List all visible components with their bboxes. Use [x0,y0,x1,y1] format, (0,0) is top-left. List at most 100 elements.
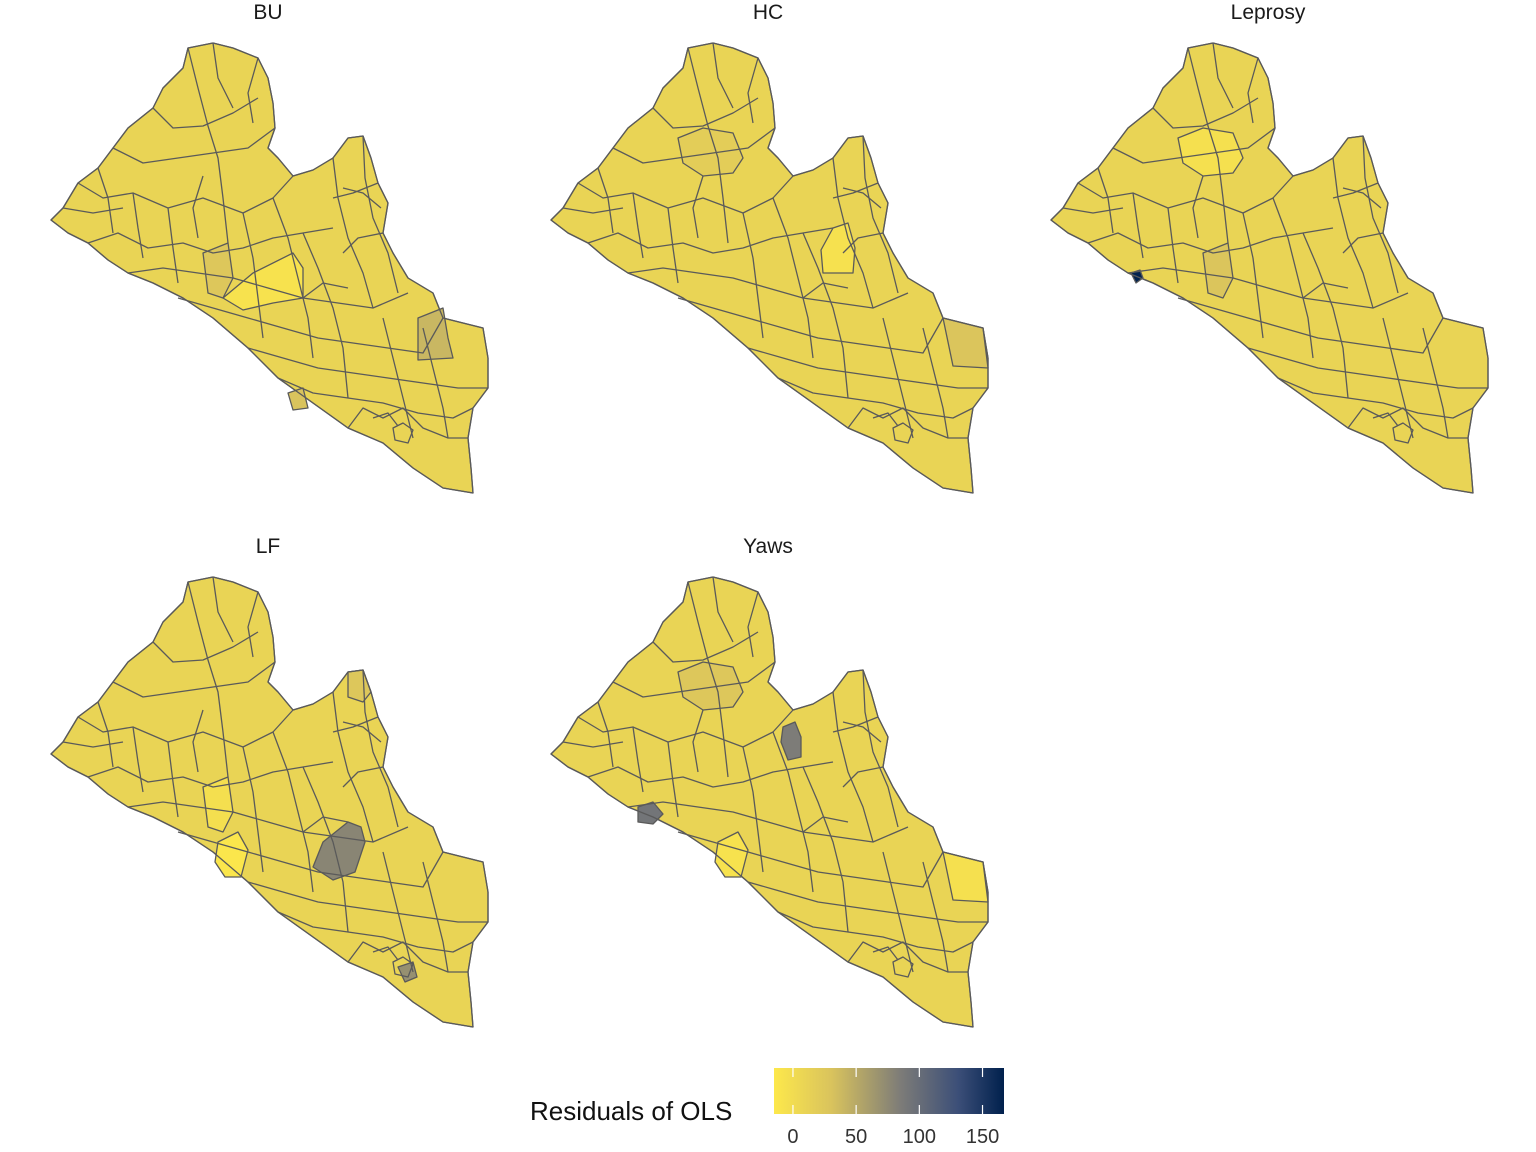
legend-title: Residuals of OLS [530,1096,733,1126]
district-boundary [1272,197,1314,359]
district-boundary [1097,167,1114,234]
district-boundary [112,127,276,164]
legend-tick-label: 50 [845,1126,868,1148]
district-boundary [187,47,229,244]
district-boundary [842,232,884,254]
country-border [1050,42,1489,494]
legend-color-bar [774,1068,1004,1114]
district-boundary [152,631,259,663]
district-boundary [212,576,234,643]
district-boundary [712,576,734,643]
district-boundary [1152,97,1259,129]
district-boundary [127,267,409,309]
district-north-east-gray [780,721,802,761]
district-boundary [562,741,624,748]
district-boundary [187,581,229,778]
district-boundary [612,661,776,698]
district-north-middle [1177,127,1244,177]
district-boundary [892,422,914,444]
district-boundary [342,187,382,209]
district-boundary [862,135,899,294]
district-boundary [892,956,914,978]
district-boundary [922,861,949,973]
district-coastal-west [714,831,749,878]
district-boundary [562,207,624,214]
district-boundary [677,297,944,354]
district-boundary [1247,57,1259,124]
district-boundary [302,232,349,399]
district-boundary [167,207,179,284]
district-boundary [97,167,114,234]
legend-tick-label: 0 [787,1126,799,1148]
district-boundary [692,709,704,773]
district-boundary [362,669,399,828]
district-boundary [1167,207,1179,284]
district-boundary [1127,267,1409,309]
district-boundary [342,232,384,254]
district-boundary [1247,347,1488,389]
district-boundary [742,212,764,339]
panel-title: Leprosy [1230,1,1306,24]
district-boundary [127,801,409,843]
district-boundary [192,709,204,773]
district-boundary [872,412,899,427]
district-boundary [1177,297,1444,354]
district-boundary [342,721,382,743]
district-boundary [1212,42,1234,109]
district-boundary [842,766,884,788]
district-boundary [1392,422,1414,444]
district-boundary [242,746,264,873]
country-outline [550,42,989,494]
district-boundary [382,317,414,439]
district-north-middle [677,661,744,711]
district-boundary [922,327,949,439]
district-boundary [302,766,349,933]
district-boundary [587,227,834,254]
district-boundary [1372,412,1399,427]
district-boundary [802,232,849,399]
country-border [50,576,489,1028]
district-boundary [882,851,914,973]
district-boundary [212,42,234,109]
district-boundary [692,175,704,239]
district-boundary [247,591,259,658]
district-boundary [62,207,124,214]
district-boundary [382,851,414,973]
map-panel-bu: BU [18,0,518,515]
country-outline [1050,42,1489,494]
district-boundary [372,412,399,427]
district-boundary [132,192,144,259]
district-boundary [597,701,614,768]
district-north-east [347,669,372,703]
district-boundary [1302,232,1349,399]
district-boundary [332,157,374,309]
district-boundary [1342,187,1382,209]
district-boundary [747,591,759,658]
color-legend: Residuals of OLS 0 50 100 150 [520,1058,1020,1152]
district-boundary [422,861,449,973]
district-boundary [612,127,776,164]
liberia-map [1050,42,1489,494]
district-boundary [1382,317,1414,439]
district-boundary [392,956,414,978]
liberia-map [550,42,989,494]
panel-title: BU [253,1,283,24]
district-boundary [302,816,349,833]
district-boundary [87,227,334,254]
district-boundary [1332,157,1374,309]
district-boundary [832,716,879,733]
legend-tick-label: 100 [902,1126,937,1148]
district-boundary [342,766,384,788]
district-north-middle [677,127,744,177]
panel-title: Yaws [743,535,793,558]
liberia-map [50,42,489,494]
district-central-west [202,776,234,833]
district-boundary [652,97,759,129]
district-boundary [62,741,124,748]
district-central-east [820,222,856,274]
district-boundary [632,726,644,793]
district-boundary [1277,377,1474,419]
district-boundary [1112,127,1276,164]
district-boundary [277,911,474,953]
district-boundary [802,766,849,933]
